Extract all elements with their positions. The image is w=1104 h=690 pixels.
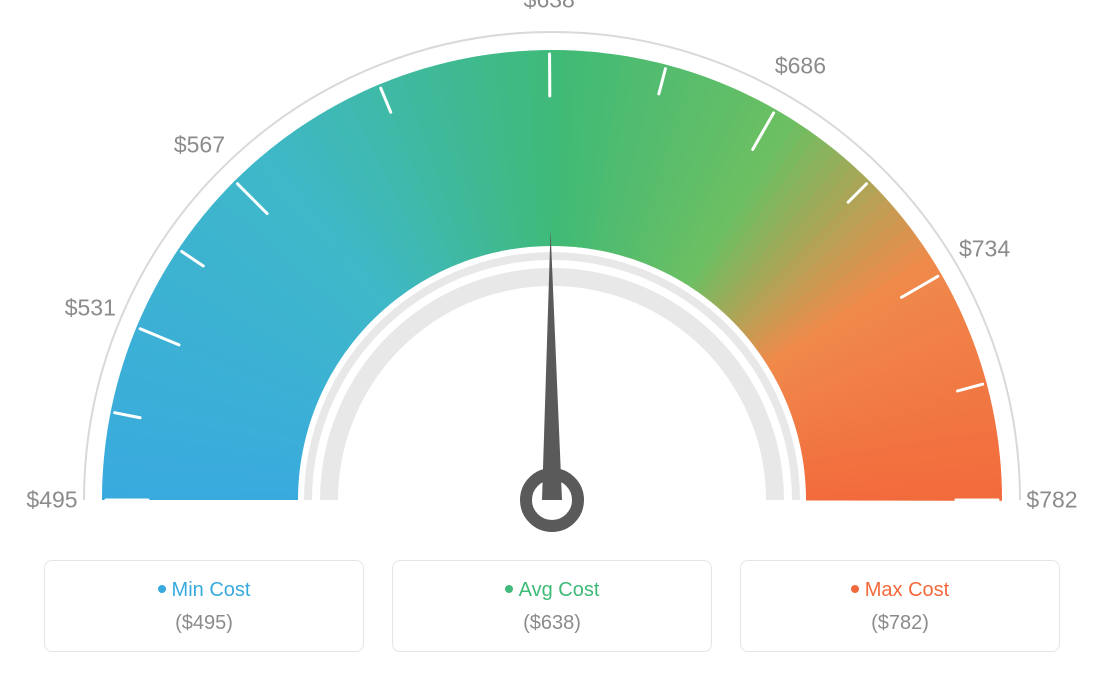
legend-label-min: Min Cost [172, 579, 251, 601]
dot-icon [158, 585, 166, 593]
legend-value-avg: ($638) [403, 612, 701, 635]
legend-value-min: ($495) [55, 612, 353, 635]
legend-title-avg: Avg Cost [403, 579, 701, 602]
gauge-chart: $495 $531 $567 $638 $686 $734 $782 [0, 0, 1104, 560]
gauge-tick-label: $638 [524, 0, 575, 14]
legend-label-max: Max Cost [865, 579, 949, 601]
legend-title-min: Min Cost [55, 579, 353, 602]
gauge-tick-label: $734 [959, 236, 1010, 263]
legend-card-max: Max Cost ($782) [740, 560, 1060, 652]
legend-label-avg: Avg Cost [519, 579, 600, 601]
gauge-tick-label: $782 [1026, 487, 1077, 514]
legend-title-max: Max Cost [751, 579, 1049, 602]
legend-value-max: ($782) [751, 612, 1049, 635]
legend-card-avg: Avg Cost ($638) [392, 560, 712, 652]
legend-row: Min Cost ($495) Avg Cost ($638) Max Cost… [0, 560, 1104, 652]
gauge-tick-label: $686 [775, 53, 826, 80]
dot-icon [505, 585, 513, 593]
legend-card-min: Min Cost ($495) [44, 560, 364, 652]
dot-icon [851, 585, 859, 593]
gauge-tick-label: $531 [65, 295, 116, 322]
gauge-tick-label: $567 [174, 132, 225, 159]
gauge-tick-label: $495 [26, 487, 77, 514]
gauge-svg [0, 0, 1104, 560]
